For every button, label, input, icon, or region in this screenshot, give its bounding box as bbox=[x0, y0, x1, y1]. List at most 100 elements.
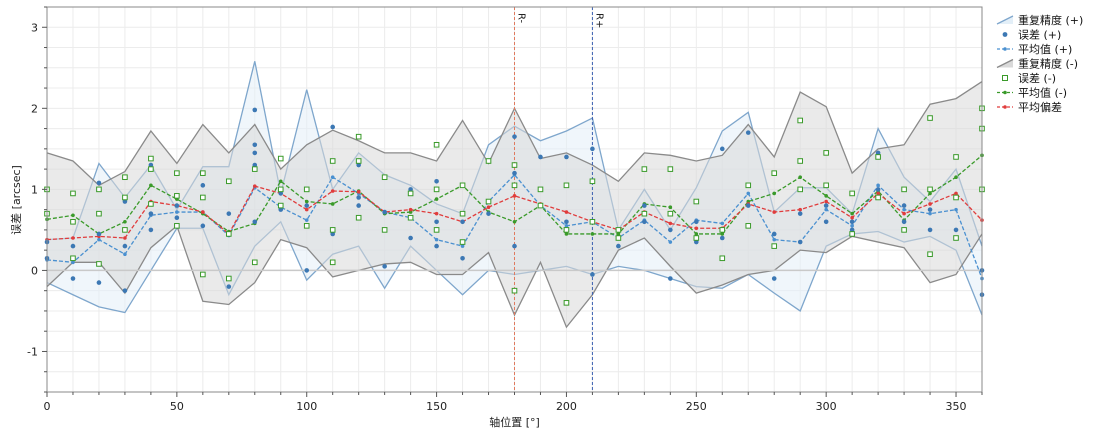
error-point-minus bbox=[875, 194, 881, 201]
legend-swatch-dot bbox=[1003, 105, 1007, 109]
error-point-minus bbox=[875, 154, 881, 160]
mean-point bbox=[304, 199, 309, 204]
mean-point bbox=[824, 194, 828, 198]
error-point-plus bbox=[642, 219, 647, 225]
error-point-minus bbox=[226, 231, 232, 237]
mean-point bbox=[798, 175, 802, 180]
error-point-plus bbox=[745, 203, 751, 208]
error-point-plus bbox=[849, 227, 855, 233]
error-point-minus bbox=[70, 218, 76, 225]
mean-point bbox=[304, 207, 309, 212]
mean-point bbox=[850, 215, 854, 220]
error-point-minus bbox=[615, 227, 622, 233]
legend-label: 重复精度 (+) bbox=[1018, 13, 1083, 27]
mean-point bbox=[772, 191, 777, 196]
error-point-plus bbox=[148, 227, 154, 233]
legend-item: 平均值 (-) bbox=[997, 87, 1067, 100]
x-tick-label: 250 bbox=[686, 400, 707, 413]
legend-label: 误差 (+) bbox=[1018, 28, 1061, 42]
mean-point bbox=[876, 191, 880, 196]
error-point-plus bbox=[278, 191, 284, 196]
mean-point bbox=[512, 194, 517, 198]
error-point-plus bbox=[304, 203, 310, 208]
error-point-plus bbox=[901, 219, 907, 225]
error-point-minus bbox=[200, 271, 206, 278]
error-point-plus bbox=[278, 207, 284, 212]
legend-swatch-line bbox=[996, 58, 1014, 69]
error-point-plus bbox=[875, 150, 881, 156]
error-point-minus bbox=[174, 193, 180, 199]
error-point-minus bbox=[485, 158, 492, 164]
mean-point bbox=[824, 199, 828, 204]
error-point-minus bbox=[96, 186, 102, 193]
error-point-minus bbox=[485, 198, 492, 205]
error-point-minus bbox=[849, 231, 855, 237]
reference-lines: R- R+ bbox=[514, 7, 604, 392]
error-point-plus bbox=[564, 154, 569, 160]
error-point-plus bbox=[148, 162, 154, 168]
error-point-plus bbox=[538, 154, 543, 160]
error-point-minus bbox=[459, 239, 466, 245]
error-point-plus bbox=[382, 209, 387, 215]
mean-point bbox=[330, 189, 335, 193]
error-point-plus bbox=[330, 124, 335, 130]
error-point-minus bbox=[329, 227, 336, 233]
error-point-plus bbox=[564, 219, 569, 225]
y-tick-label: -1 bbox=[27, 345, 38, 358]
error-point-minus bbox=[277, 155, 284, 162]
mean-point bbox=[928, 191, 932, 196]
error-point-minus bbox=[563, 227, 570, 233]
error-point-minus bbox=[797, 117, 803, 124]
mean-point bbox=[330, 202, 335, 206]
legend-label: 重复精度 (-) bbox=[1018, 57, 1078, 71]
error-point-plus bbox=[745, 130, 751, 135]
error-point-plus bbox=[252, 219, 258, 225]
error-point-plus bbox=[823, 219, 829, 225]
error-point-plus bbox=[304, 268, 310, 273]
mean-point bbox=[201, 210, 205, 214]
mean-point bbox=[434, 237, 439, 242]
error-point-plus bbox=[96, 280, 102, 285]
legend-item: 平均值 (+) bbox=[997, 43, 1072, 56]
error-point-minus bbox=[174, 223, 180, 229]
error-point-minus bbox=[251, 259, 258, 266]
mean-point bbox=[954, 207, 958, 212]
error-point-minus bbox=[122, 227, 128, 233]
mean-point bbox=[564, 210, 569, 214]
error-point-minus bbox=[693, 198, 700, 205]
error-point-plus bbox=[200, 223, 206, 229]
error-point-minus bbox=[849, 190, 855, 197]
mean-point bbox=[590, 232, 595, 236]
y-tick-label: 1 bbox=[31, 183, 38, 196]
error-point-plus bbox=[434, 243, 439, 249]
mean-point bbox=[123, 252, 127, 257]
mean-point bbox=[850, 224, 854, 228]
legend-swatch-square bbox=[1002, 75, 1008, 81]
error-point-plus bbox=[356, 195, 361, 200]
mean-point bbox=[123, 236, 127, 240]
reference-line-label: R- bbox=[516, 13, 527, 24]
mean-point bbox=[616, 232, 621, 236]
error-point-plus bbox=[434, 178, 439, 184]
error-point-plus bbox=[927, 207, 933, 212]
error-point-plus bbox=[694, 219, 699, 225]
legend-item: 平均偏差 bbox=[997, 100, 1062, 114]
error-point-minus bbox=[200, 194, 206, 201]
mean-point bbox=[97, 237, 101, 242]
mean-point bbox=[175, 210, 179, 214]
error-point-minus bbox=[745, 223, 752, 229]
error-point-plus bbox=[96, 180, 102, 186]
y-tick-label: 3 bbox=[31, 21, 38, 34]
error-point-plus bbox=[719, 235, 725, 241]
error-point-plus bbox=[694, 239, 699, 245]
error-point-minus bbox=[433, 227, 440, 233]
error-point-plus bbox=[174, 215, 180, 221]
error-point-minus bbox=[433, 186, 440, 193]
mean-point bbox=[954, 191, 958, 196]
error-point-plus bbox=[356, 203, 361, 208]
x-axis-label: 轴位置 [°] bbox=[489, 415, 540, 429]
error-point-minus bbox=[200, 170, 206, 176]
y-axis-label: 误差 [arcsec] bbox=[9, 165, 23, 235]
mean-point bbox=[928, 202, 932, 206]
